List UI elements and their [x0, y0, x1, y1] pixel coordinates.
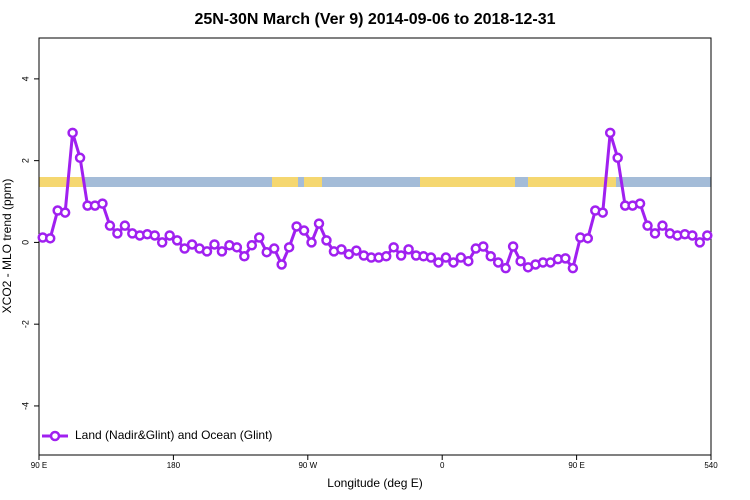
y-tick-label: -2	[20, 320, 30, 328]
y-tick-label: -4	[20, 402, 30, 410]
data-point	[478, 241, 489, 252]
data-point	[687, 230, 698, 241]
data-point	[246, 240, 258, 251]
data-point	[119, 220, 131, 231]
data-point	[231, 242, 243, 253]
data-point	[149, 230, 160, 241]
ocean-band	[39, 177, 711, 187]
data-point	[448, 257, 459, 268]
data-point	[164, 230, 175, 241]
series-line	[42, 132, 709, 272]
data-point	[74, 152, 86, 164]
land-band	[39, 177, 85, 187]
land-band	[304, 177, 322, 187]
data-point	[657, 220, 668, 231]
land-band	[272, 177, 298, 187]
data-point	[395, 250, 407, 261]
data-point	[403, 244, 414, 255]
data-point	[209, 239, 220, 250]
data-point	[492, 257, 504, 268]
data-point	[216, 246, 228, 257]
data-point	[612, 152, 623, 164]
y-tick-label: 0	[20, 240, 30, 245]
data-point	[425, 252, 437, 263]
data-point	[351, 245, 362, 256]
data-point	[380, 251, 392, 262]
data-point	[44, 233, 56, 244]
land-band	[420, 177, 515, 187]
data-point	[268, 243, 280, 254]
data-point	[500, 262, 511, 274]
data-point	[560, 253, 571, 264]
data-point	[485, 251, 496, 262]
x-tick-label: 540	[704, 461, 718, 470]
data-point	[291, 221, 302, 232]
data-point	[104, 220, 116, 231]
data-point	[313, 218, 325, 229]
data-point	[156, 237, 168, 248]
data-point	[276, 259, 287, 270]
data-point	[597, 207, 608, 218]
data-point	[336, 244, 347, 255]
data-point	[298, 225, 310, 236]
legend-label: Land (Nadir&Glint) and Ocean (Glint)	[75, 428, 272, 442]
data-point	[97, 198, 108, 209]
data-point	[186, 239, 198, 250]
data-point	[59, 207, 71, 218]
chart-title: 25N-30N March (Ver 9) 2014-09-06 to 2018…	[194, 11, 555, 28]
x-tick-label: 0	[440, 461, 445, 470]
data-point	[283, 242, 295, 253]
x-tick-label: 180	[167, 461, 181, 470]
data-point	[463, 255, 474, 267]
data-point	[171, 235, 183, 246]
data-point	[254, 232, 265, 243]
data-point	[239, 251, 250, 262]
x-tick-label: 90 W	[298, 461, 317, 470]
data-point	[694, 237, 706, 248]
data-point	[507, 241, 519, 252]
data-point	[440, 252, 452, 263]
data-point	[515, 255, 526, 267]
x-tick-label: 90 E	[31, 461, 47, 470]
x-axis-label: Longitude (deg E)	[327, 476, 422, 490]
data-point	[433, 257, 444, 268]
data-point	[321, 235, 332, 246]
data-point	[567, 262, 579, 274]
x-tick-label: 90 E	[568, 461, 584, 470]
data-point	[388, 242, 399, 253]
y-axis-label: XCO2 - MLO trend (ppm)	[0, 179, 14, 314]
y-tick-label: 4	[20, 76, 30, 81]
data-point	[634, 198, 646, 209]
plot-frame	[38, 37, 712, 456]
data-point	[604, 127, 616, 139]
data-point	[201, 246, 213, 257]
data-point	[179, 243, 190, 254]
data-point	[67, 127, 78, 139]
data-point	[642, 220, 653, 231]
legend-marker	[49, 430, 61, 442]
land-band	[528, 177, 616, 187]
y-tick-label: 2	[20, 158, 30, 163]
data-point	[649, 228, 661, 239]
data-point	[582, 233, 594, 244]
data-point	[112, 228, 123, 239]
data-point	[306, 237, 317, 248]
data-point	[702, 230, 713, 241]
land-ocean-strip	[39, 177, 711, 187]
